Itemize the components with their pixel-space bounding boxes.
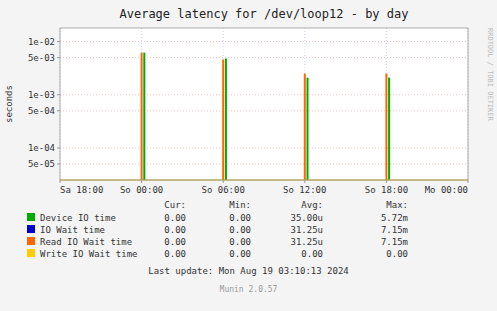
x-grid-line	[386, 28, 387, 180]
spike	[222, 60, 224, 180]
background	[0, 0, 497, 311]
y-tick	[57, 41, 60, 42]
legend-stat: 0.00	[164, 249, 186, 259]
legend-header: Avg:	[301, 200, 323, 210]
legend-stat: 0.00	[164, 213, 186, 223]
y-tick-label: 1e-03	[28, 90, 55, 100]
watermark: RRDTOOL / TOBI OETIKER	[486, 28, 494, 122]
legend-label: IO Wait time	[40, 225, 105, 235]
legend-label: Read IO Wait time	[40, 237, 132, 247]
legend-stat: 0.00	[164, 237, 186, 247]
spike	[143, 53, 145, 180]
legend-stat: 35.00u	[290, 213, 323, 223]
y-tick-label: 5e-04	[28, 106, 55, 116]
legend-stat: 5.72m	[381, 213, 408, 223]
legend-stat: 7.15m	[381, 225, 408, 235]
x-tick	[141, 180, 142, 183]
legend-stat: 0.00	[301, 249, 323, 259]
x-tick	[386, 180, 387, 183]
legend-stat: 7.15m	[381, 237, 408, 247]
legend-stat: 0.00	[229, 249, 251, 259]
frame	[60, 28, 468, 180]
y-tick	[57, 57, 60, 58]
x-grid-line	[223, 28, 224, 180]
legend-header: Min:	[229, 200, 251, 210]
y-tick-label: 5e-05	[28, 159, 55, 169]
last-update: Last update: Mon Aug 19 03:10:13 2024	[148, 266, 348, 276]
y-axis-label: seconds	[4, 85, 14, 123]
legend-stat: 0.00	[229, 213, 251, 223]
legend-swatch	[27, 225, 35, 233]
chart: 5e-05 1e-04 5e-04 1e-03 5e-03 1e-02 Sa 18:00 So…	[0, 0, 497, 311]
legend-stat: 0.00	[229, 237, 251, 247]
spike	[304, 74, 306, 180]
y-tick-label: 1e-04	[28, 143, 55, 153]
legend-stat: 31.25u	[290, 237, 323, 247]
y-tick-label: 1e-02	[28, 37, 55, 47]
spike	[388, 78, 390, 180]
legend-swatch	[27, 213, 35, 221]
x-tick-label: So 00:00	[120, 185, 163, 195]
legend-label: Write IO Wait time	[40, 249, 138, 259]
y-tick	[57, 94, 60, 95]
legend-header: Cur:	[164, 200, 186, 210]
x-tick-label: So 06:00	[202, 185, 245, 195]
y-grid-line	[60, 110, 468, 111]
spike	[385, 74, 387, 180]
version-note: Munin 2.0.57	[220, 285, 278, 294]
x-tick-label: So 18:00	[365, 185, 408, 195]
x-tick-label: So 12:00	[283, 185, 326, 195]
legend-header: Max:	[386, 200, 408, 210]
y-grid-line	[60, 57, 468, 58]
y-grid-line	[60, 94, 468, 95]
x-grid-line	[304, 28, 305, 180]
x-tick-label: Sa 18:00	[60, 185, 103, 195]
x-tick-label: Mo 00:00	[425, 185, 468, 195]
legend-stat: 0.00	[229, 225, 251, 235]
y-grid-line	[60, 41, 468, 42]
plot-area	[60, 28, 468, 180]
spike	[141, 53, 143, 180]
x-grid-line	[141, 28, 142, 180]
legend-label: Device IO time	[40, 213, 116, 223]
spike	[225, 59, 227, 180]
legend-stat: 31.25u	[290, 225, 323, 235]
x-tick	[304, 180, 305, 183]
y-grid-line	[60, 147, 468, 148]
y-tick-label: 5e-03	[28, 53, 55, 63]
x-tick	[223, 180, 224, 183]
y-tick	[57, 110, 60, 111]
y-grid-line	[60, 163, 468, 164]
legend-stat: 0.00	[164, 225, 186, 235]
spike	[307, 78, 309, 180]
x-tick	[60, 180, 61, 183]
legend-stat: 0.00	[386, 249, 408, 259]
x-tick	[468, 180, 469, 183]
marks	[142, 53, 390, 180]
title: Average latency for /dev/loop12 - by day	[120, 7, 409, 21]
y-tick	[57, 163, 60, 164]
legend-swatch	[27, 237, 35, 245]
legend-swatch	[27, 249, 35, 257]
y-tick	[57, 147, 60, 148]
